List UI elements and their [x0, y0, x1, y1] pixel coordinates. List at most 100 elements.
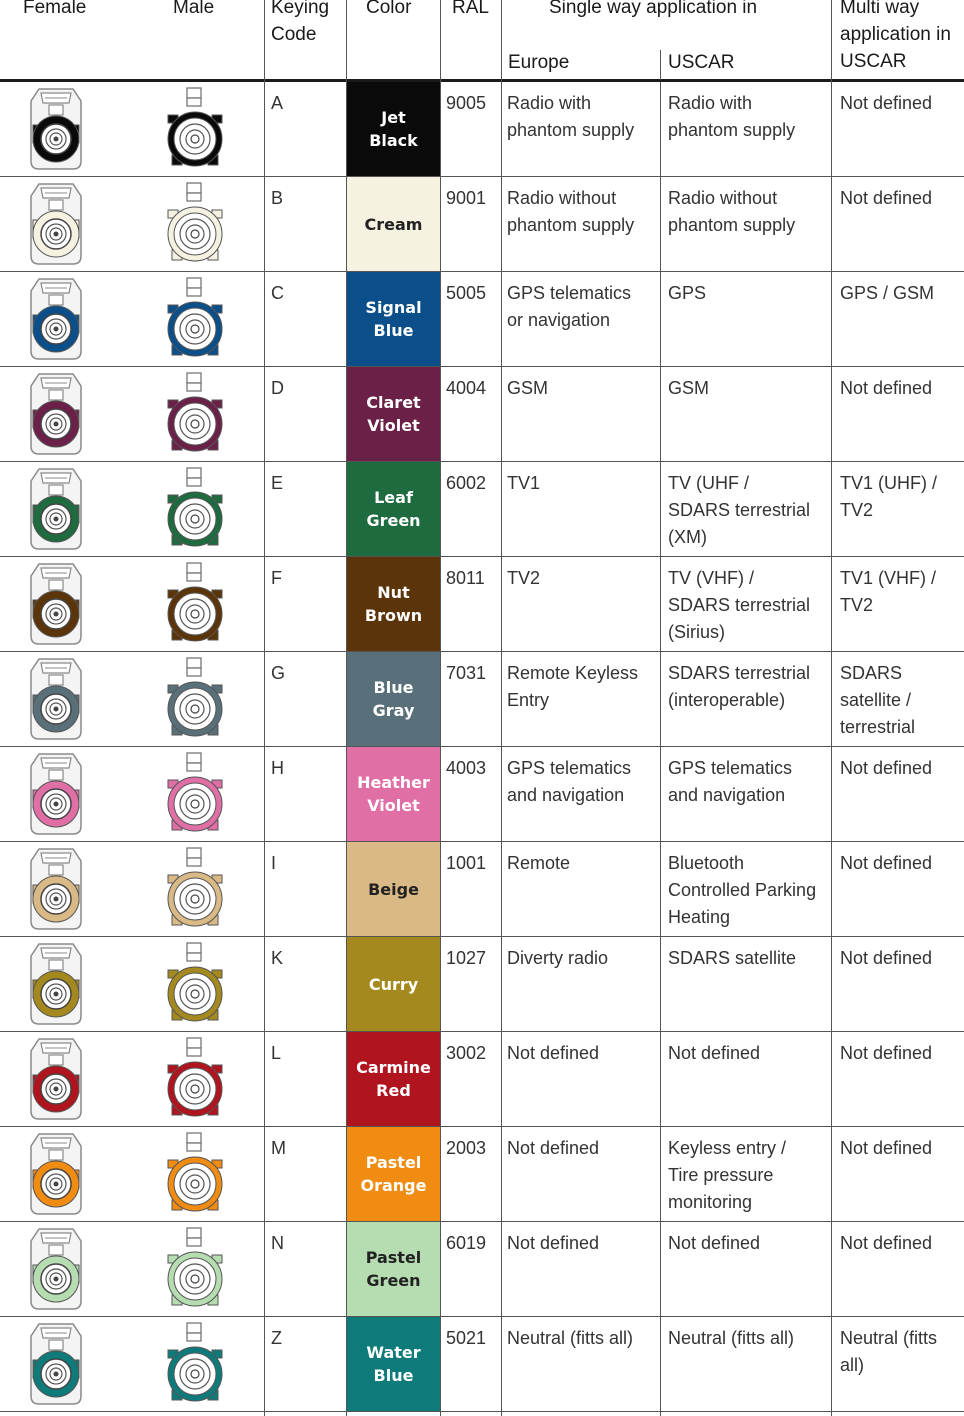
column-divider	[831, 0, 832, 1416]
color-swatch: Pastel Orange	[347, 1127, 440, 1221]
europe-application: Radio with phantom supply	[507, 93, 635, 140]
female-connector-icon	[23, 1225, 89, 1318]
keying-code: L	[271, 1043, 282, 1063]
multi-way-application: GPS / GSM	[840, 283, 935, 303]
uscar-application: TV (VHF) / SDARS terrestrial (Sirius)	[668, 568, 811, 642]
header-color: Color	[366, 0, 412, 18]
europe-application: Remote Keyless Entry	[507, 663, 639, 710]
column-divider	[660, 82, 661, 1416]
uscar-application: Radio without phantom supply	[668, 188, 796, 235]
uscar-application: Neutral (fitts all)	[668, 1328, 795, 1348]
keying-code: C	[271, 283, 284, 303]
ral-code: 4003	[446, 758, 487, 778]
table-row: I Beige 1001 Remote Bluetooth Controlled Park…	[0, 842, 964, 937]
ral-code: 8011	[446, 568, 485, 588]
female-connector-icon	[23, 750, 89, 843]
column-divider	[440, 0, 441, 1416]
color-swatch: Cream	[347, 177, 440, 271]
male-connector-icon	[162, 1225, 228, 1318]
ral-code: 4004	[446, 378, 487, 398]
header-multi-way: Multi way application in USCAR	[840, 0, 951, 72]
color-swatch: Curry	[347, 937, 440, 1031]
male-connector-icon	[162, 275, 228, 368]
table-row: E Leaf Green 6002 TV1 TV (UHF / SDARS terrestr…	[0, 462, 964, 557]
multi-way-application: Neutral (fitts all)	[840, 1328, 938, 1375]
header-male: Male	[173, 0, 215, 18]
female-connector-icon	[23, 940, 89, 1033]
europe-application: Not defined	[507, 1233, 600, 1253]
male-connector-icon	[162, 1035, 228, 1128]
ral-code: 3002	[446, 1043, 487, 1063]
table-row: H Heather Violet 4003 GPS telematics and navi…	[0, 747, 964, 842]
female-connector-icon	[23, 275, 89, 368]
column-divider	[501, 0, 502, 1416]
table-row: Z Water Blue 5021 Neutral (fitts all) Neutral…	[0, 1317, 964, 1412]
europe-application: Not defined	[507, 1043, 600, 1063]
multi-way-application: Not defined	[840, 758, 933, 778]
female-connector-icon	[23, 560, 89, 653]
multi-way-application: Not defined	[840, 853, 933, 873]
ral-code: 2003	[446, 1138, 487, 1158]
multi-way-application: Not defined	[840, 1138, 933, 1158]
ral-code: 5005	[446, 283, 487, 303]
keying-code: A	[271, 93, 284, 113]
uscar-application: TV (UHF / SDARS terrestrial (XM)	[668, 473, 811, 547]
europe-application: TV2	[507, 568, 541, 588]
europe-application: Neutral (fitts all)	[507, 1328, 634, 1348]
color-swatch: Claret Violet	[347, 367, 440, 461]
header-female: Female	[23, 0, 87, 18]
multi-way-application: TV1 (UHF) / TV2	[840, 473, 937, 520]
keying-code: Z	[271, 1328, 282, 1348]
ral-code: 9001	[446, 188, 487, 208]
header-europe: Europe	[508, 52, 570, 73]
male-connector-icon	[162, 1130, 228, 1223]
color-swatch: Beige	[347, 842, 440, 936]
male-connector-icon	[162, 655, 228, 748]
female-connector-icon	[23, 1035, 89, 1128]
keying-code: I	[271, 853, 277, 873]
header-rule	[0, 79, 964, 82]
uscar-application: Not defined	[668, 1043, 761, 1063]
column-divider	[264, 0, 265, 1416]
table-header: Female Male Keying Code Color RAL Single …	[0, 0, 964, 82]
europe-application: Diverty radio	[507, 948, 609, 968]
table-row: B Cream 9001 Radio without phantom supply Rad…	[0, 177, 964, 272]
europe-application: Remote	[507, 853, 571, 873]
keying-code: G	[271, 663, 286, 683]
ral-code: 6019	[446, 1233, 487, 1253]
male-connector-icon	[162, 750, 228, 843]
multi-way-application: Not defined	[840, 188, 933, 208]
europe-application: GSM	[507, 378, 549, 398]
keying-code: D	[271, 378, 284, 398]
header-uscar: USCAR	[668, 52, 735, 73]
male-connector-icon	[162, 180, 228, 273]
uscar-application: SDARS satellite	[668, 948, 797, 968]
male-connector-icon	[162, 370, 228, 463]
female-connector-icon	[23, 1130, 89, 1223]
color-swatch: Pastel Green	[347, 1222, 440, 1316]
ral-code: 9005	[446, 93, 487, 113]
header-divider	[660, 50, 661, 80]
female-connector-icon	[23, 1320, 89, 1413]
keying-code: B	[271, 188, 284, 208]
uscar-application: GSM	[668, 378, 710, 398]
europe-application: Radio without phantom supply	[507, 188, 635, 235]
color-swatch: Heather Violet	[347, 747, 440, 841]
keying-code: M	[271, 1138, 286, 1158]
ral-code: 1027	[446, 948, 487, 968]
ral-code: 6002	[446, 473, 487, 493]
europe-application: GPS telematics and navigation	[507, 758, 632, 805]
table-row: C Signal Blue 5005 GPS telematics or navigati…	[0, 272, 964, 367]
europe-application: TV1	[507, 473, 541, 493]
male-connector-icon	[162, 1320, 228, 1413]
female-connector-icon	[23, 370, 89, 463]
uscar-application: Not defined	[668, 1233, 761, 1253]
color-swatch: Water Blue	[347, 1317, 440, 1411]
uscar-application: SDARS terrestrial (interoperable)	[668, 663, 811, 710]
table-row: F Nut Brown 8011 TV2 TV (VHF) / SDARS terrestr…	[0, 557, 964, 652]
multi-way-application: TV1 (VHF) / TV2	[840, 568, 937, 615]
male-connector-icon	[162, 940, 228, 1033]
header-single-way: Single way application in	[549, 0, 758, 18]
uscar-application: GPS telematics and navigation	[668, 758, 793, 805]
keying-code: H	[271, 758, 284, 778]
